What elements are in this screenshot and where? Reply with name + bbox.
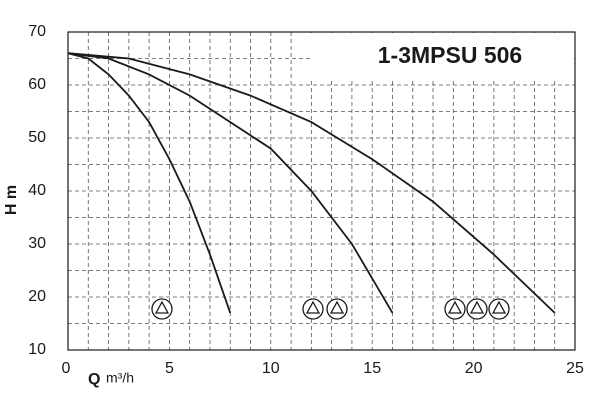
symbol <box>151 298 173 320</box>
curve <box>67 52 232 314</box>
x-axis-label: Q <box>88 371 100 388</box>
y-tick-label: 70 <box>28 23 46 40</box>
pump-symbols <box>151 298 510 320</box>
x-tick-label: 25 <box>566 360 584 377</box>
x-axis-unit: m³/h <box>106 370 134 386</box>
y-axis-label: H m <box>3 185 20 215</box>
curve <box>67 52 556 314</box>
symbol <box>466 298 488 320</box>
symbol <box>326 298 348 320</box>
curve <box>67 52 394 314</box>
symbol <box>488 298 510 320</box>
chart-title: 1-3MPSU 506 <box>378 42 522 68</box>
x-tick-label: 5 <box>165 360 174 377</box>
symbol <box>444 298 466 320</box>
y-tick-label: 20 <box>28 288 46 305</box>
y-tick-label: 60 <box>28 76 46 93</box>
x-tick-label: 15 <box>363 360 381 377</box>
y-tick-label: 50 <box>28 129 46 146</box>
plot-frame <box>67 31 576 351</box>
y-tick-label: 40 <box>28 182 46 199</box>
symbol <box>302 298 324 320</box>
x-tick-label: 20 <box>465 360 483 377</box>
y-tick-label: 10 <box>28 341 46 358</box>
title-box <box>310 33 574 79</box>
x-tick-label: 0 <box>62 360 71 377</box>
x-tick-label: 10 <box>262 360 280 377</box>
y-tick-label: 30 <box>28 235 46 252</box>
